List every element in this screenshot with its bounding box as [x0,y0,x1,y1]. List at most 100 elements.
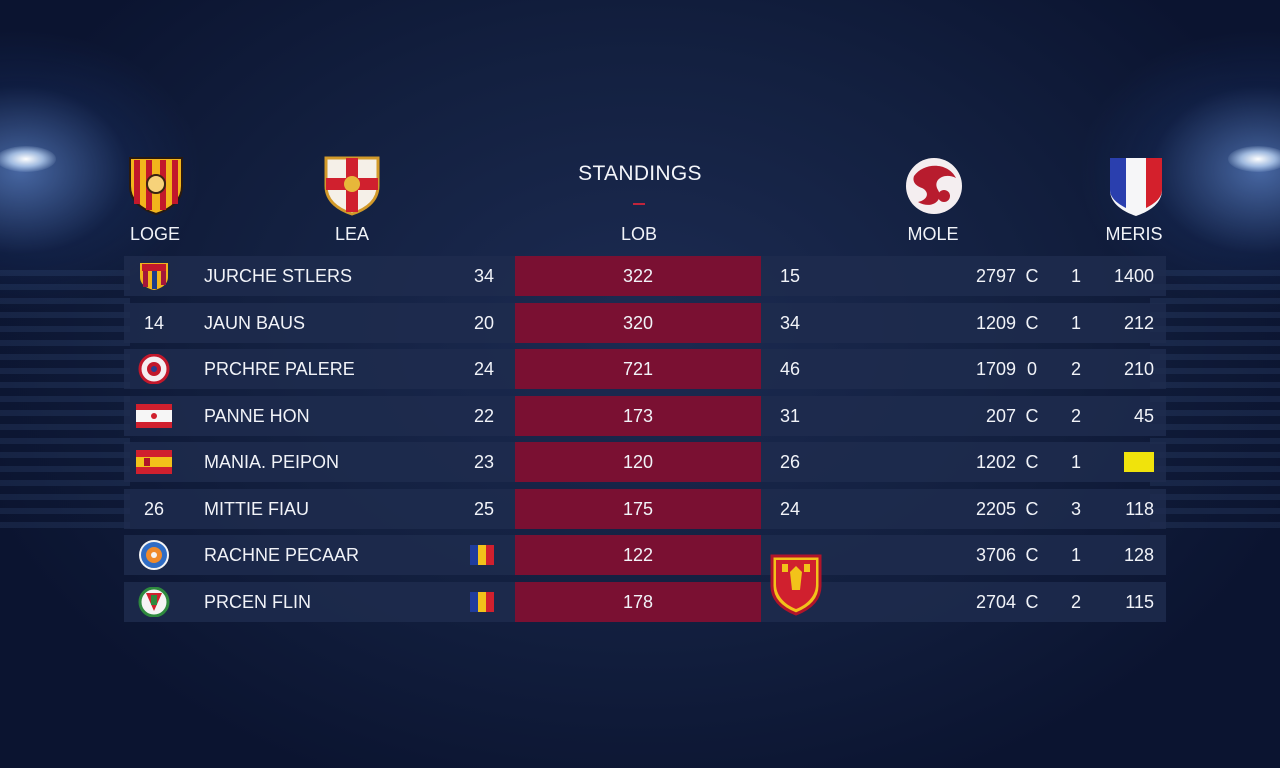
stat-code: C [1025,405,1039,426]
stat-played: 25 [473,498,494,519]
page-title: STANDINGS [578,162,702,185]
team-name: PRCEN FLIN [204,591,312,612]
stat-mole: 24 [780,498,801,519]
stat-played: 24 [473,359,494,379]
blue-orange-round-badge-icon [139,540,169,570]
stat-lob: 120 [622,452,654,472]
stat-score: 2205 [975,498,1016,519]
table-row[interactable]: PANNE HON 22 173 31 207 C 2 45 [124,395,1166,436]
stat-score: 1709 [975,359,1016,379]
stat-meris: 212 [1123,312,1154,333]
crowd-left [0,270,130,530]
stat-score: 2704 [975,591,1016,612]
stat-lob: 322 [622,266,654,286]
column-header-lob: LOB [620,224,658,244]
stat-code: 0 [1026,359,1037,379]
round-red-badge-icon [138,354,170,384]
red-yellow-devil-crest-icon [770,554,822,616]
table-row[interactable]: 26 MITTIE FIAU 25 175 24 2205 C 3 118 [124,488,1166,529]
stat-mole: 31 [780,405,801,426]
red-white-flag-icon [136,403,172,428]
blaugrana-crest-icon [140,263,168,290]
highlight-band [515,395,761,436]
highlight-band [515,535,761,575]
stat-meris: 115 [1125,591,1154,612]
team-name: JAUN BAUS [204,312,306,333]
column-header-lea: LEA [334,224,370,244]
column-header-mole: MOLE [907,224,959,244]
red-white-shield-crest-icon [324,156,380,216]
stat-lob: 721 [622,359,654,379]
stat-meris: 1400 [1113,266,1154,286]
stat-code: C [1025,591,1039,612]
stat-played: 23 [473,452,494,472]
stat-code: C [1025,545,1039,565]
stat-score: 2797 [975,266,1016,286]
table-row[interactable]: RACHNE PECAAR 122 3706 C 1 128 [124,535,1166,575]
highlight-band [515,256,761,296]
stat-rank: 1 [1070,266,1081,286]
stat-code: C [1025,266,1039,286]
highlight-band [515,581,761,622]
highlight-band [515,488,761,529]
stat-rank: 1 [1070,312,1081,333]
stat-meris: 210 [1123,359,1154,379]
stat-score: 3706 [975,545,1016,565]
striped-shield-crest-icon [129,157,183,216]
column-header-loge: LOGE [129,224,181,244]
team-name: RACHNE PECAAR [204,545,360,565]
red-white-round-emblem-icon [906,158,962,214]
red-yellow-flag-icon [136,450,172,474]
stat-played: 20 [473,312,494,333]
stat-rank: 3 [1070,498,1081,519]
stat-rank: 1 [1070,545,1081,565]
stat-lob: 122 [622,545,654,565]
stat-code: C [1025,312,1039,333]
highlight-band [515,442,761,482]
stat-code: C [1025,498,1039,519]
green-red-round-badge-icon [138,586,170,617]
stat-score: 1209 [975,312,1016,333]
team-name: PANNE HON [204,405,310,426]
stat-score: 1202 [975,452,1016,472]
stat-meris: 118 [1125,498,1154,519]
crowd-right [1150,270,1280,530]
team-name: PRCHRE PALERE [204,359,355,379]
stat-lob: 175 [622,498,654,519]
stat-score: 207 [985,405,1016,426]
title-accent [633,203,645,205]
column-header-meris: MERIS [1105,224,1163,244]
position: 26 [143,498,165,519]
stat-lob: 173 [622,405,654,426]
team-name: JURCHE STLERS [204,266,353,286]
stat-meris: 45 [1133,405,1154,426]
stat-mole: 26 [780,452,801,472]
table-row[interactable]: MANIA. PEIPON 23 120 26 1202 C 1 [124,442,1166,482]
tricolor-flag-icon [470,591,494,612]
position: 14 [143,312,165,333]
team-name: MITTIE FIAU [204,498,309,519]
stat-rank: 2 [1070,591,1081,612]
stat-lob: 320 [622,312,654,333]
stat-played: 22 [473,405,494,426]
highlight-box [1124,452,1154,472]
table-row[interactable]: 14 JAUN BAUS 20 320 34 1209 C 1 212 [124,302,1166,343]
stat-played: 34 [473,266,494,286]
highlight-band [515,349,761,389]
stat-rank: 2 [1070,359,1081,379]
stat-rank: 2 [1070,405,1081,426]
table-row[interactable]: PRCHRE PALERE 24 721 46 1709 0 2 210 [124,349,1166,389]
team-name: MANIA. PEIPON [204,452,340,472]
standings-table: JURCHE STLERS 34 322 15 2797 C 1 1400 14… [124,256,1166,628]
highlight-band [515,302,761,343]
stat-rank: 1 [1070,452,1081,472]
stat-meris: 128 [1123,545,1154,565]
stat-mole: 46 [780,359,801,379]
tricolor-flag-icon [470,545,494,565]
table-row[interactable]: JURCHE STLERS 34 322 15 2797 C 1 1400 [124,256,1166,296]
stat-lob: 178 [622,591,654,612]
tricolor-shield-flag-icon [1110,158,1162,216]
stat-code: C [1025,452,1039,472]
stat-mole: 34 [780,312,801,333]
table-row[interactable]: PRCEN FLIN 178 2704 C 2 115 [124,581,1166,622]
